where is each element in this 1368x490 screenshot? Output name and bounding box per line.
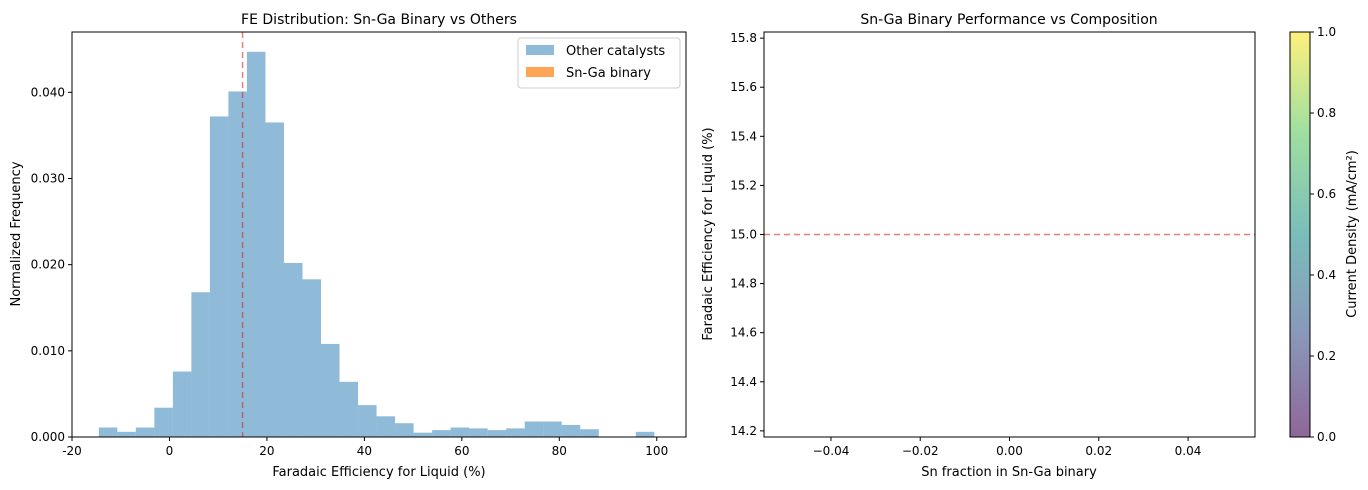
colorbar-tick-label: 1.0	[1317, 25, 1336, 39]
x-tick-label: 0.00	[996, 444, 1023, 458]
y-tick-label: 15.2	[730, 178, 757, 192]
histogram-bar	[246, 51, 266, 437]
x-axis-ticks: -20 0 20 40 60 80 100	[62, 437, 668, 458]
x-tick-label: 0	[166, 444, 174, 458]
x-tick-label: 80	[552, 444, 567, 458]
colorbar-tick-label: 0.6	[1317, 187, 1336, 201]
legend-box	[517, 37, 681, 89]
y-tick-label: 15.0	[730, 228, 757, 242]
histogram-bar	[117, 431, 136, 437]
legend-swatch-sn-ga	[526, 67, 554, 77]
histogram-bar	[265, 122, 284, 437]
legend-label-other: Other catalysts	[566, 44, 665, 59]
histogram-bars	[98, 51, 655, 437]
histogram-bar	[469, 428, 488, 437]
histogram-bar	[376, 416, 396, 437]
histogram-bar	[135, 427, 155, 437]
legend: Other catalysts Sn-Ga binary	[517, 37, 681, 89]
chart-title: Sn-Ga Binary Performance vs Composition	[860, 12, 1157, 28]
histogram-bar	[358, 405, 377, 437]
histogram-bar	[98, 427, 118, 437]
histogram-bar	[339, 381, 359, 437]
histogram-bar	[302, 279, 322, 437]
histogram-bar	[487, 430, 507, 437]
colorbar-tick-label: 0.0	[1317, 430, 1336, 444]
y-tick-label: 0.030	[31, 171, 65, 185]
x-tick-label: −0.02	[902, 444, 939, 458]
histogram-bar	[432, 430, 451, 437]
colorbar-tick-label: 0.8	[1317, 106, 1336, 120]
histogram-bar	[580, 429, 599, 437]
x-axis-label: Faradaic Efficiency for Liquid (%)	[272, 465, 485, 480]
histogram-bar	[413, 432, 433, 437]
y-tick-label: 14.4	[730, 375, 757, 389]
y-tick-label: 0.000	[31, 430, 65, 444]
histogram-bar	[395, 423, 414, 437]
x-tick-label: 60	[454, 444, 469, 458]
histogram-bar	[228, 91, 247, 437]
histogram-bar	[561, 424, 581, 437]
scatter-panel: Sn-Ga Binary Performance vs Composition …	[701, 12, 1360, 480]
histogram-bar	[506, 428, 525, 437]
histogram-bar	[209, 116, 229, 437]
histogram-bar	[172, 371, 192, 437]
x-tick-label: 20	[259, 444, 274, 458]
plot-frame	[71, 31, 687, 438]
histogram-bar	[543, 421, 562, 437]
y-tick-label: 15.6	[730, 80, 757, 94]
x-tick-label: 40	[357, 444, 372, 458]
x-tick-label: −0.04	[813, 444, 850, 458]
y-tick-label: 14.6	[730, 326, 757, 340]
x-tick-label: 100	[645, 444, 668, 458]
histogram-bar	[321, 343, 340, 437]
histogram-bar	[191, 292, 210, 437]
colorbar: 0.0 0.2 0.4 0.6 0.8 1.0 Current Density (mA/c…	[1289, 25, 1360, 444]
y-tick-label: 0.010	[31, 344, 65, 358]
y-axis-label: Normalized Frequency	[9, 161, 24, 306]
colorbar-tick-label: 0.2	[1317, 349, 1336, 363]
x-tick-label: 0.04	[1175, 444, 1202, 458]
colorbar-ticks: 0.0 0.2 0.4 0.6 0.8 1.0	[1310, 25, 1336, 444]
y-tick-label: 0.040	[31, 85, 65, 99]
x-tick-label: 0.02	[1085, 444, 1112, 458]
y-tick-label: 15.4	[730, 129, 757, 143]
y-axis-ticks: 0.000 0.010 0.020 0.030 0.040	[31, 85, 72, 444]
chart-title: FE Distribution: Sn-Ga Binary vs Others	[241, 12, 517, 28]
colorbar-gradient	[1289, 31, 1311, 438]
legend-swatch-other	[526, 45, 554, 55]
colorbar-tick-label: 0.4	[1317, 268, 1336, 282]
y-axis-ticks: 14.2 14.4 14.6 14.8 15.0 15.2 15.4 15.6 15.8	[730, 31, 764, 438]
histogram-bar	[635, 431, 655, 437]
colorbar-label: Current Density (mA/cm²)	[1345, 150, 1360, 318]
y-tick-label: 14.2	[730, 424, 757, 438]
histogram-bar	[154, 407, 173, 437]
histogram-bar	[283, 262, 303, 437]
x-tick-label: -20	[62, 444, 82, 458]
histogram-panel: FE Distribution: Sn-Ga Binary vs Others …	[9, 12, 687, 480]
y-tick-label: 14.8	[730, 277, 757, 291]
histogram-bar	[524, 421, 544, 437]
x-axis-ticks: −0.04 −0.02 0.00 0.02 0.04	[813, 437, 1202, 458]
y-tick-label: 15.8	[730, 31, 757, 45]
y-tick-label: 0.020	[31, 258, 65, 272]
x-axis-label: Sn fraction in Sn-Ga binary	[921, 465, 1097, 480]
legend-label-sn-ga: Sn-Ga binary	[566, 66, 651, 81]
histogram-bar	[450, 427, 470, 437]
y-axis-label: Faradaic Efficiency for Liquid (%)	[701, 127, 716, 340]
